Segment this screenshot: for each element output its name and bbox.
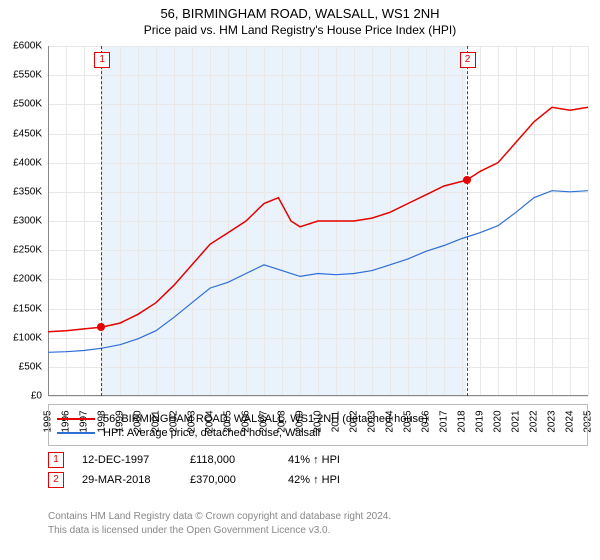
event-row: 2 29-MAR-2018 £370,000 42% ↑ HPI: [48, 472, 588, 488]
event-date: 12-DEC-1997: [82, 454, 172, 466]
event-row: 1 12-DEC-1997 £118,000 41% ↑ HPI: [48, 452, 588, 468]
line-plot: [48, 46, 588, 396]
event-price: £118,000: [190, 454, 270, 466]
chart-subtitle: Price paid vs. HM Land Registry's House …: [0, 21, 600, 37]
footer-attribution: Contains HM Land Registry data © Crown c…: [48, 510, 588, 537]
event-date: 29-MAR-2018: [82, 474, 172, 486]
chart-area: £0£50K£100K£150K£200K£250K£300K£350K£400…: [48, 46, 588, 396]
event-marker-box: 1: [48, 452, 64, 468]
chart-container: 56, BIRMINGHAM ROAD, WALSALL, WS1 2NH Pr…: [0, 0, 600, 560]
event-table: 1 12-DEC-1997 £118,000 41% ↑ HPI 2 29-MA…: [48, 448, 588, 492]
event-marker-box: 2: [48, 472, 64, 488]
event-delta: 42% ↑ HPI: [288, 474, 378, 486]
footer-line: This data is licensed under the Open Gov…: [48, 524, 588, 538]
legend: 56, BIRMINGHAM ROAD, WALSALL, WS1 2NH (d…: [48, 404, 588, 446]
legend-label: HPI: Average price, detached house, Wals…: [103, 427, 320, 439]
legend-swatch: [57, 418, 95, 420]
footer-line: Contains HM Land Registry data © Crown c…: [48, 510, 588, 524]
legend-item: 56, BIRMINGHAM ROAD, WALSALL, WS1 2NH (d…: [57, 413, 579, 425]
event-delta: 41% ↑ HPI: [288, 454, 378, 466]
legend-swatch: [57, 432, 95, 434]
event-price: £370,000: [190, 474, 270, 486]
chart-title: 56, BIRMINGHAM ROAD, WALSALL, WS1 2NH: [0, 0, 600, 21]
legend-label: 56, BIRMINGHAM ROAD, WALSALL, WS1 2NH (d…: [103, 413, 428, 425]
legend-item: HPI: Average price, detached house, Wals…: [57, 427, 579, 439]
